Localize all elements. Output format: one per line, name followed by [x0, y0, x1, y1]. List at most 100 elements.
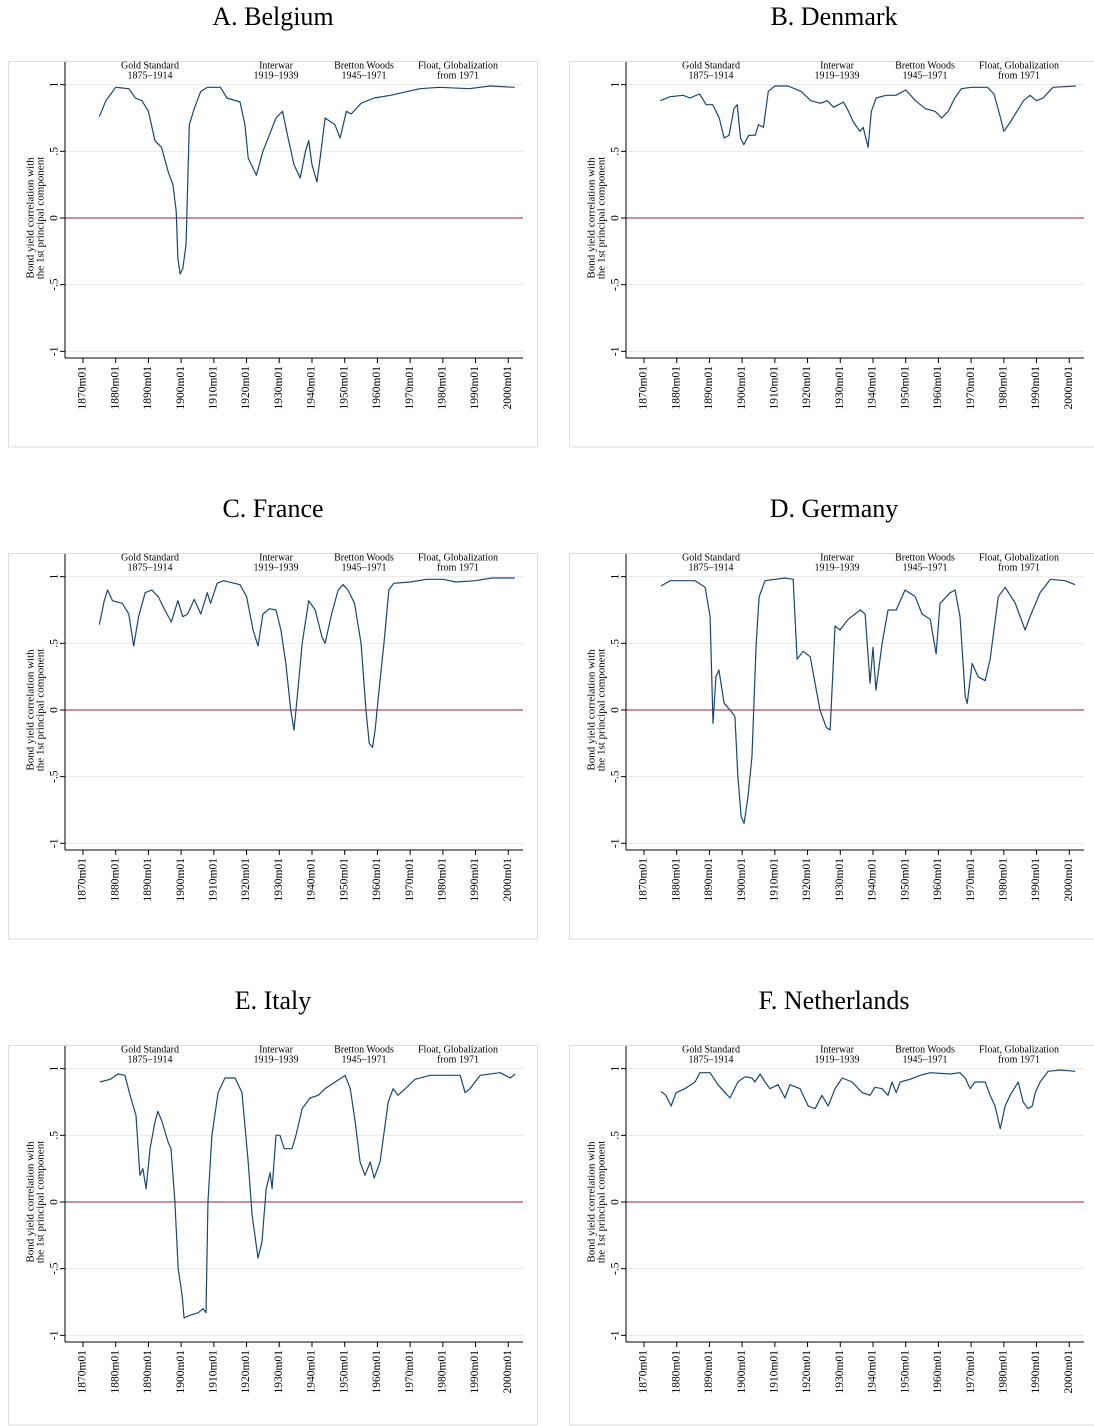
era-annotation: Interwar	[820, 60, 855, 71]
x-tick-label: 1900m01	[736, 1350, 748, 1394]
data-line	[660, 577, 1076, 824]
x-tick-label: 1970m01	[404, 1350, 416, 1394]
era-annotation: Bretton Woods	[895, 1044, 955, 1055]
y-tick-label: -.5	[610, 1262, 622, 1275]
x-tick-label: 1990m01	[469, 366, 481, 410]
x-tick-label: 1960m01	[371, 858, 383, 902]
x-tick-label: 1990m01	[469, 1350, 481, 1394]
era-annotation: Float, Globalization	[979, 552, 1059, 563]
era-annotation: 1945–1971	[342, 562, 387, 573]
era-annotation: Interwar	[259, 552, 294, 563]
era-annotation: from 1971	[998, 70, 1040, 81]
era-annotation: Bretton Woods	[334, 60, 394, 71]
era-annotation: 1919–1939	[254, 1054, 299, 1065]
x-tick-label: 2000m01	[1063, 366, 1075, 410]
y-axis-title: the 1st principal component	[596, 1141, 608, 1264]
y-tick-label: 1	[49, 82, 61, 88]
panel-frame	[569, 61, 1094, 448]
x-tick-label: 1950m01	[338, 1350, 350, 1394]
x-tick-label: 1870m01	[638, 858, 650, 902]
x-tick-label: 1940m01	[867, 1350, 879, 1394]
x-tick-label: 1870m01	[77, 366, 89, 410]
era-annotation: Float, Globalization	[979, 1044, 1059, 1055]
y-axis-title: the 1st principal component	[596, 157, 608, 280]
x-tick-label: 1870m01	[77, 1350, 89, 1394]
x-tick-label: 1970m01	[404, 858, 416, 902]
y-tick-label: -.5	[49, 1262, 61, 1275]
era-annotation: 1875–1914	[128, 70, 173, 81]
x-tick-label: 1980m01	[436, 1350, 448, 1394]
x-tick-label: 1900m01	[175, 366, 187, 410]
era-annotation: 1919–1939	[815, 70, 860, 81]
era-annotation: 1919–1939	[254, 562, 299, 573]
era-annotation: Interwar	[820, 552, 855, 563]
x-tick-label: 1910m01	[207, 858, 219, 902]
era-annotation: 1919–1939	[254, 70, 299, 81]
x-tick-label: 1910m01	[768, 858, 780, 902]
x-tick-label: 1880m01	[109, 366, 121, 410]
x-tick-label: 1990m01	[1030, 858, 1042, 902]
panel-frame	[8, 61, 538, 448]
data-line	[98, 85, 515, 275]
panel-frame	[8, 1045, 538, 1426]
x-tick-label: 1930m01	[273, 366, 285, 410]
y-tick-label: .5	[49, 147, 61, 156]
x-tick-label: 1890m01	[142, 858, 154, 902]
y-tick-label: .5	[49, 1131, 61, 1140]
x-tick-label: 1910m01	[768, 1350, 780, 1394]
x-tick-label: 1950m01	[338, 366, 350, 410]
y-axis-title: the 1st principal component	[35, 1141, 47, 1264]
x-tick-label: 2000m01	[1063, 1350, 1075, 1394]
y-tick-label: -.5	[610, 278, 622, 291]
y-tick-label: -1	[610, 1330, 622, 1340]
panel-title: F. Netherlands	[759, 986, 910, 1015]
panel-title: A. Belgium	[212, 2, 333, 31]
era-annotation: from 1971	[998, 1054, 1040, 1065]
y-tick-label: -1	[49, 346, 61, 356]
y-axis-title: Bond yield correlation with	[25, 157, 37, 279]
era-annotation: Interwar	[820, 1044, 855, 1055]
y-axis-title: Bond yield correlation with	[25, 1141, 37, 1263]
y-tick-label: 0	[49, 707, 61, 713]
y-tick-label: 1	[49, 574, 61, 580]
y-tick-label: -.5	[49, 278, 61, 291]
era-annotation: Float, Globalization	[418, 1044, 498, 1055]
era-annotation: Bretton Woods	[334, 552, 394, 563]
x-tick-label: 2000m01	[502, 858, 514, 902]
panel-frame	[569, 553, 1094, 940]
era-annotation: Bretton Woods	[895, 60, 955, 71]
x-tick-label: 1920m01	[801, 858, 813, 902]
panel-title: E. Italy	[235, 986, 312, 1015]
panel-title: C. France	[222, 494, 323, 523]
y-tick-label: -1	[610, 346, 622, 356]
x-tick-label: 1870m01	[638, 1350, 650, 1394]
y-tick-label: .5	[49, 639, 61, 648]
y-tick-label: -1	[49, 1330, 61, 1340]
x-tick-label: 1990m01	[1030, 1350, 1042, 1394]
x-tick-label: 1930m01	[273, 858, 285, 902]
x-tick-label: 1900m01	[175, 858, 187, 902]
x-tick-label: 1960m01	[932, 366, 944, 410]
era-annotation: from 1971	[437, 562, 479, 573]
x-tick-label: 1900m01	[175, 1350, 187, 1394]
x-tick-label: 1920m01	[801, 366, 813, 410]
era-annotation: Gold Standard	[682, 552, 740, 563]
x-tick-label: 1880m01	[670, 1350, 682, 1394]
x-tick-label: 1930m01	[834, 1350, 846, 1394]
y-axis-title: the 1st principal component	[35, 649, 47, 772]
era-annotation: 1945–1971	[903, 562, 948, 573]
x-tick-label: 1910m01	[207, 1350, 219, 1394]
era-annotation: from 1971	[437, 1054, 479, 1065]
era-annotation: 1875–1914	[128, 1054, 173, 1065]
x-tick-label: 1930m01	[273, 1350, 285, 1394]
era-annotation: Gold Standard	[682, 1044, 740, 1055]
era-annotation: Gold Standard	[121, 1044, 179, 1055]
x-tick-label: 1920m01	[801, 1350, 813, 1394]
x-tick-label: 1920m01	[240, 366, 252, 410]
era-annotation: Gold Standard	[121, 60, 179, 71]
